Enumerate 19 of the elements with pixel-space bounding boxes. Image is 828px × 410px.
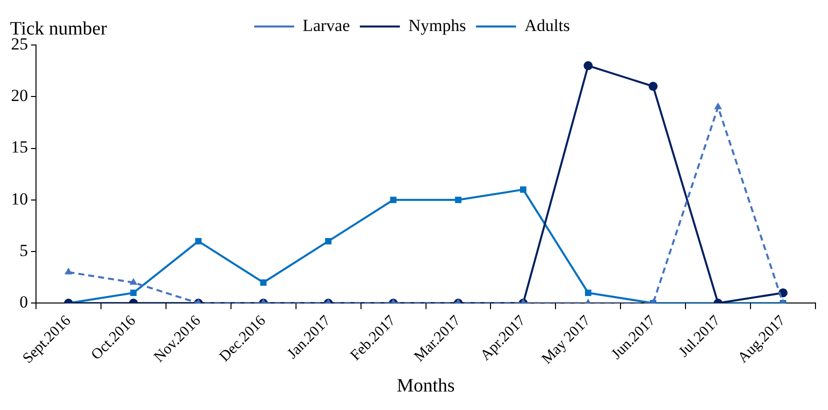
y-tick-label: 10 [11,189,28,208]
point [325,238,332,244]
legend-label: Larvae [302,16,350,35]
point [520,186,526,193]
point [584,61,593,70]
y-tick-label: 5 [20,241,28,260]
point [64,268,72,274]
y-tick-label: 0 [20,292,28,312]
point [195,238,202,244]
point [714,102,722,110]
point [390,196,396,204]
point [130,278,138,285]
point [455,196,462,204]
point [648,82,658,91]
legend-label: Adults [524,16,570,35]
y-tick-label: 20 [11,86,28,106]
x-axis-title: Months [396,376,455,397]
legend-label: Nymphs [408,16,466,35]
y-tick-label: 15 [11,138,28,157]
